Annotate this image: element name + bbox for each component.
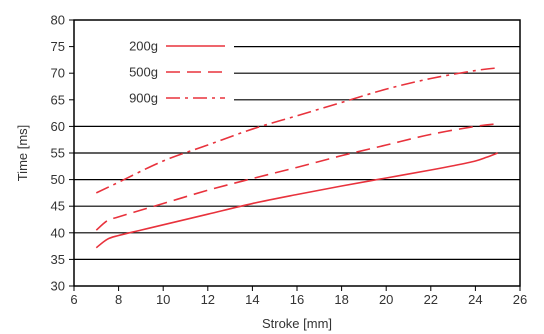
series-line-900g — [95, 67, 498, 194]
ytick-label: 50 — [51, 172, 65, 187]
ytick-label: 65 — [51, 92, 65, 107]
y-axis-ticks: 30 35 40 45 50 55 60 65 70 75 80 — [51, 13, 74, 294]
x-axis-ticks: 6 8 10 12 14 16 18 20 22 24 26 — [70, 286, 527, 307]
xtick-label: 24 — [468, 292, 482, 307]
series-line-500g — [95, 122, 498, 231]
xtick-label: 20 — [379, 292, 393, 307]
legend: 200g 500g 900g — [129, 39, 225, 106]
xtick-label: 26 — [513, 292, 527, 307]
series-line-200g — [95, 152, 498, 249]
legend-label: 500g — [129, 65, 158, 80]
xtick-label: 14 — [245, 292, 259, 307]
legend-label: 900g — [129, 91, 158, 106]
ytick-label: 45 — [51, 199, 65, 214]
ytick-label: 60 — [51, 119, 65, 134]
legend-label: 200g — [129, 39, 158, 54]
xtick-label: 12 — [201, 292, 215, 307]
ytick-label: 30 — [51, 279, 65, 294]
gridlines — [74, 45, 520, 260]
xtick-label: 8 — [115, 292, 122, 307]
xtick-label: 18 — [334, 292, 348, 307]
xtick-label: 16 — [290, 292, 304, 307]
ytick-label: 55 — [51, 146, 65, 161]
xtick-label: 6 — [70, 292, 77, 307]
ytick-label: 40 — [51, 225, 65, 240]
x-axis-label: Stroke [mm] — [262, 316, 332, 331]
xtick-label: 10 — [156, 292, 170, 307]
ytick-label: 35 — [51, 252, 65, 267]
ytick-label: 80 — [51, 13, 65, 28]
xtick-label: 22 — [424, 292, 438, 307]
ytick-label: 70 — [51, 66, 65, 81]
series-lines — [95, 67, 498, 249]
ytick-label: 75 — [51, 39, 65, 54]
y-axis-label: Time [ms] — [15, 125, 30, 182]
